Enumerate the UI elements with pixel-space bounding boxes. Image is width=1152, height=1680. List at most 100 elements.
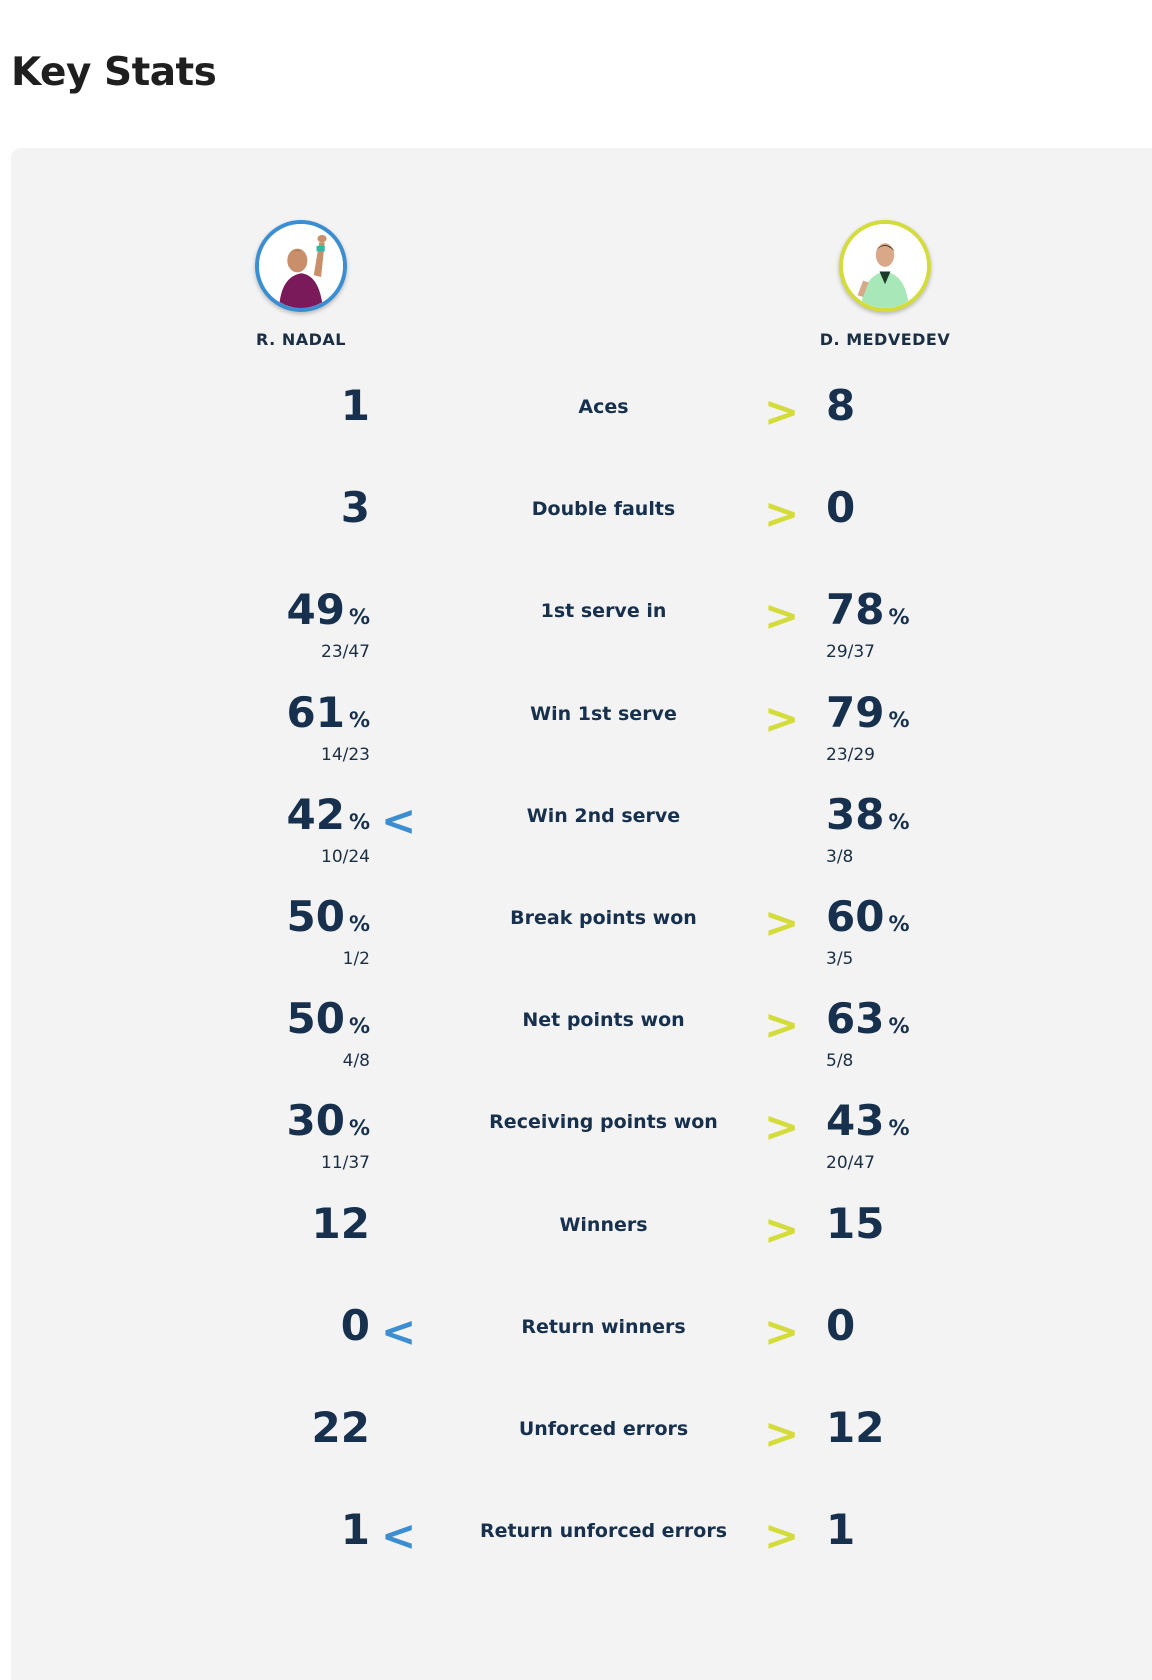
stat-row: 12 Winners >15 (11, 1192, 1152, 1296)
medvedev-stat-fraction: 20/47 (826, 1153, 875, 1174)
percent-sign: % (348, 809, 370, 834)
stat-label: Win 1st serve (530, 702, 677, 725)
chevron-right-icon: > (764, 387, 800, 436)
stat-row: 42% 10/24 < Win 2nd serve 38% 3/8 (11, 783, 1152, 887)
stat-row: 3 Double faults >0 (11, 476, 1152, 580)
percent-sign: % (348, 707, 370, 732)
stat-row: 1 < Return unforced errors >1 (11, 1498, 1152, 1602)
value-number: 30 (286, 1096, 345, 1146)
player-nadal: R. NADAL (221, 220, 381, 349)
medvedev-stat-value: 8 (826, 382, 855, 430)
value-number: 12 (826, 1403, 885, 1452)
avatar-medvedev (839, 220, 931, 312)
value-number: 79 (826, 687, 885, 737)
value-number: 0 (826, 1300, 856, 1350)
nadal-stat-value: 30% (287, 1097, 371, 1152)
stat-label: Break points won (510, 907, 697, 929)
medvedev-stat-value: 79% (826, 687, 910, 744)
stat-row: 0 < Return winners >0 (11, 1294, 1152, 1398)
value-number: 1 (340, 381, 370, 430)
chevron-right-icon: > (764, 1409, 800, 1458)
stat-row: 50% 1/2 Break points won >60% 3/5 (11, 885, 1152, 989)
stat-row: 61% 14/23 Win 1st serve >79% 23/29 (11, 681, 1152, 785)
nadal-stat-value: 50% (287, 995, 371, 1050)
percent-sign: % (888, 605, 910, 630)
player-medvedev: D. MEDVEDEV (805, 220, 965, 349)
medvedev-stat-value: 0 (826, 1300, 856, 1350)
stat-label: 1st serve in (540, 600, 667, 623)
medvedev-stat-value: 43% (826, 1097, 910, 1152)
nadal-stat-value: 0 (341, 1301, 370, 1350)
player-photo-medvedev-icon (843, 224, 927, 308)
value-number: 63 (826, 994, 885, 1044)
chevron-left-icon: < (381, 1511, 417, 1561)
stat-label: Double faults (531, 498, 676, 521)
nadal-stat-fraction: 10/24 (321, 846, 370, 867)
nadal-stat-value: 42% (286, 789, 371, 846)
percent-sign: % (348, 1116, 370, 1141)
nadal-stat-fraction: 1/2 (342, 949, 370, 969)
medvedev-stat-value: 63% (826, 995, 910, 1050)
nadal-stat-value: 1 (341, 1506, 370, 1554)
stat-label: Aces (578, 396, 629, 418)
chevron-right-icon: > (764, 693, 800, 743)
medvedev-stat-fraction: 23/29 (826, 744, 875, 765)
chevron-right-icon: > (764, 898, 800, 947)
nadal-stat-value: 12 (311, 1198, 370, 1248)
medvedev-stat-value: 15 (826, 1198, 885, 1248)
value-number: 8 (826, 381, 856, 430)
value-number: 49 (286, 585, 345, 635)
key-stats-panel: R. NADAL D. MEDVEDEV 1 Aces >8 3 Double faul… (11, 148, 1152, 1680)
medvedev-stat-fraction: 3/8 (826, 846, 854, 867)
medvedev-stat-value: 1 (826, 1506, 855, 1554)
percent-sign: % (888, 912, 910, 936)
value-number: 42 (286, 789, 345, 839)
stat-label: Return winners (521, 1315, 686, 1338)
nadal-stat-fraction: 11/37 (321, 1153, 370, 1174)
medvedev-stat-fraction: 29/37 (826, 642, 875, 663)
chevron-right-icon: > (764, 489, 800, 539)
value-number: 1 (826, 1505, 856, 1555)
stat-label: Receiving points won (489, 1111, 718, 1134)
percent-sign: % (888, 1116, 910, 1141)
chevron-right-icon: > (764, 1306, 800, 1356)
chevron-right-icon: > (764, 1204, 800, 1254)
stat-row: 22 Unforced errors >12 (11, 1396, 1152, 1500)
nadal-stat-value: 50% (287, 893, 371, 948)
medvedev-stat-value: 0 (826, 484, 855, 532)
value-number: 0 (826, 483, 856, 533)
nadal-stat-value: 49% (287, 586, 371, 641)
chevron-right-icon: > (764, 1000, 800, 1050)
value-number: 15 (826, 1198, 885, 1248)
percent-sign: % (888, 809, 910, 834)
value-number: 78 (826, 585, 885, 635)
stat-label: Unforced errors (518, 1418, 689, 1440)
stat-row: 30% 11/37 Receiving points won >43% 20/47 (11, 1089, 1152, 1193)
nadal-stat-value: 61% (287, 688, 371, 744)
value-number: 60 (826, 892, 885, 941)
value-number: 22 (311, 1403, 370, 1452)
stat-label: Net points won (522, 1009, 685, 1032)
nadal-stat-value: 22 (312, 1404, 370, 1452)
medvedev-stat-value: 12 (826, 1404, 884, 1452)
chevron-left-icon: < (381, 1306, 417, 1356)
value-number: 50 (286, 892, 345, 941)
nadal-stat-value: 1 (341, 382, 370, 430)
medvedev-stat-value: 78% (826, 586, 910, 641)
stat-label: Win 2nd serve (526, 804, 681, 827)
player-photo-nadal-icon (259, 224, 343, 308)
nadal-stat-value: 3 (341, 484, 370, 532)
value-number: 43 (826, 1096, 885, 1146)
player-name-nadal: R. NADAL (256, 330, 346, 349)
page-title: Key Stats (11, 50, 217, 95)
stat-row: 49% 23/47 1st serve in >78% 29/37 (11, 578, 1152, 682)
percent-sign: % (888, 707, 910, 732)
chevron-right-icon: > (764, 1511, 800, 1561)
medvedev-stat-fraction: 5/8 (826, 1051, 854, 1072)
medvedev-stat-fraction: 3/5 (826, 949, 854, 969)
nadal-stat-fraction: 14/23 (321, 744, 370, 765)
medvedev-stat-value: 60% (826, 893, 910, 948)
percent-sign: % (348, 1014, 370, 1039)
nadal-stat-fraction: 4/8 (342, 1051, 370, 1072)
value-number: 12 (311, 1198, 370, 1248)
